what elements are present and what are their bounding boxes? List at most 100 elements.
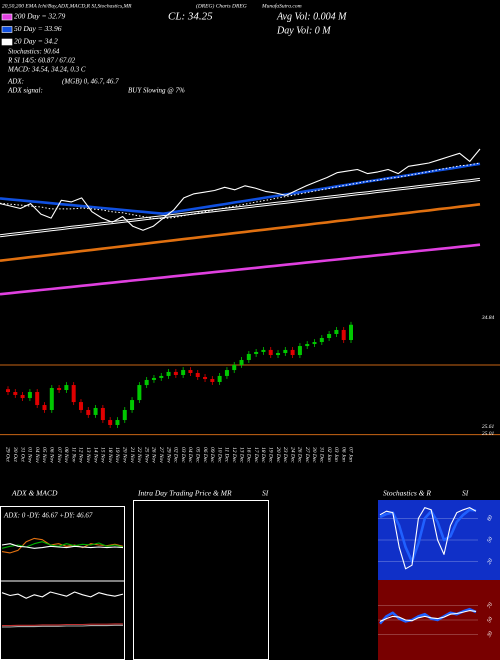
x-tick-label: 18 Nov	[107, 447, 113, 463]
candle-body	[71, 385, 76, 403]
candle-body	[20, 394, 25, 399]
candle-body	[188, 370, 193, 373]
note: ADX signal:	[7, 87, 43, 95]
y-tick-label: 20	[486, 558, 494, 566]
panel-subtitle: SI	[262, 489, 269, 498]
x-tick-label: 19 Nov	[114, 447, 120, 463]
x-tick-label: 27 Nov	[158, 447, 164, 463]
x-tick-label: 25 Nov	[143, 447, 149, 463]
y-tick-label: 80	[486, 514, 494, 522]
candle-body	[181, 370, 186, 375]
y-tick-label: 50	[486, 616, 494, 624]
adx-label: ADX: 0 -DY: 46.67 +DY: 46.67	[3, 512, 93, 520]
candle-body	[334, 329, 339, 334]
day-volume: Day Vol: 0 M	[276, 25, 331, 36]
candle-body	[254, 351, 259, 354]
x-tick-label: 22 Nov	[136, 447, 142, 463]
candle-body	[144, 379, 149, 386]
chart-title: 20,50,200 EMA Ichi/Buy,ADX,MACD,R SI,Sto…	[2, 3, 132, 9]
series-line-core	[0, 178, 481, 237]
candle-body	[159, 375, 164, 378]
candle-body	[224, 370, 229, 376]
x-tick-label: 02 Jan	[326, 447, 332, 462]
series-line	[1, 543, 124, 549]
x-tick-label: 31 Oct	[19, 446, 25, 462]
x-tick-label: 14 Nov	[92, 447, 99, 463]
x-tick-label: 24 Dec	[289, 447, 296, 463]
note: BUY Slowing @ 7%	[128, 87, 185, 95]
candle-body	[319, 338, 324, 343]
candle-body	[290, 349, 295, 356]
candle-body	[27, 392, 32, 399]
note: ADX:	[7, 78, 24, 86]
candle-body	[173, 371, 178, 375]
candle-body	[261, 349, 266, 352]
series-line	[379, 610, 477, 622]
series-line	[0, 148, 481, 231]
x-tick-label: 07 Nov	[56, 447, 62, 463]
candle-body	[203, 377, 208, 380]
candle-body	[349, 324, 353, 341]
x-tick-label: 20 Nov	[122, 447, 128, 463]
candle-body	[78, 402, 83, 410]
series-line	[2, 624, 123, 628]
x-tick-label: 19 Dec	[267, 447, 273, 463]
candle-body	[276, 353, 281, 356]
x-tick-label: 26 Dec	[297, 447, 303, 463]
x-tick-label: 13 Nov	[85, 447, 91, 463]
series-line	[379, 508, 477, 563]
candle-body	[108, 420, 113, 425]
legend-swatch	[1, 38, 13, 46]
candle-body	[130, 400, 135, 410]
x-tick-label: 11 Nov	[70, 447, 76, 463]
candle-body	[305, 344, 310, 347]
x-tick-label: 05 Nov	[41, 447, 47, 463]
x-tick-label: 27 Dec	[304, 447, 310, 463]
x-tick-label: 05 Dec	[194, 447, 200, 463]
x-tick-label: 29 Nov	[165, 447, 171, 463]
candle-body	[122, 409, 127, 421]
x-tick-label: 10 Dec	[216, 447, 222, 463]
candle-body	[42, 405, 47, 410]
series-line	[0, 162, 481, 215]
y-tick-label: 34.84	[481, 314, 495, 321]
candle-body	[327, 333, 332, 339]
x-tick-label: 03 Dec	[180, 447, 186, 463]
candle-body	[166, 371, 171, 376]
y-tick-label: 25.61	[482, 424, 495, 430]
x-tick-label: 04 Nov	[34, 447, 41, 463]
candle-body	[217, 375, 222, 382]
x-tick-label: 06 Dec	[202, 447, 208, 463]
legend-label: 200 Day = 32.79	[14, 12, 66, 21]
x-tick-label: 11 Dec	[224, 447, 230, 463]
note: (MGB) 0, 46.7, 46.7	[62, 78, 119, 86]
x-tick-label: 09 Dec	[209, 447, 215, 463]
series-line	[0, 243, 481, 296]
candle-body	[35, 392, 40, 406]
panel-subtitle: SI	[462, 489, 469, 498]
x-tick-label: 30 Dec	[311, 446, 317, 463]
candle-body	[195, 372, 200, 378]
note: Stochastics: 90.64	[8, 48, 60, 56]
panel-title: Intra Day Trading Price & MR	[137, 489, 232, 498]
x-tick-label: 04 Dec	[187, 447, 194, 463]
source: MunafaSutra.com	[261, 2, 302, 9]
candle-body	[151, 377, 156, 380]
candle-body	[93, 407, 98, 415]
x-tick-label: 13 Dec	[238, 447, 244, 463]
candle-body	[86, 409, 91, 415]
candle-body	[312, 342, 317, 345]
series-line	[0, 162, 481, 219]
x-tick-label: 26 Nov	[151, 447, 157, 463]
x-tick-label: 08 Nov	[63, 447, 69, 463]
candle-body	[232, 364, 237, 371]
candle-body	[239, 359, 244, 365]
legend-label: 50 Day = 33.96	[14, 24, 62, 33]
candle-body	[246, 353, 251, 360]
x-tick-label: 20 Dec	[275, 447, 281, 463]
chart-subtitle: (DREG) Charts DREG	[196, 2, 247, 9]
candle-body	[100, 407, 105, 421]
candle-body	[210, 379, 215, 382]
